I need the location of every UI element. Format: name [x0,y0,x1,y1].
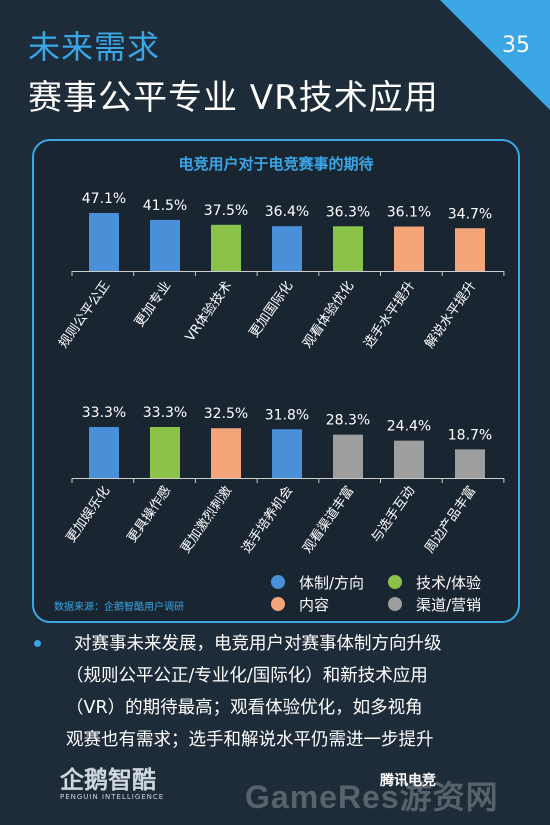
data-source: 数据来源：企鹅智酷用户调研 [54,602,184,613]
logo-subtext: PENGUIN INTELLIGENCE [60,793,165,801]
data-label: 31.8% [265,407,309,423]
data-label: 47.1% [82,191,126,207]
bar-观看体验优化 [333,226,363,271]
bar-更加激烈刺激 [211,428,241,478]
bar-更加专业 [150,219,180,271]
category-label: VR体验技术 [182,278,235,344]
legend-label: 渠道/营销 [416,595,482,614]
category-label: 更加专业 [132,279,174,330]
bar-更具操作感 [150,427,180,478]
page-title-line1: 未来需求 [28,28,161,66]
legend-label: 体制/方向 [299,573,365,592]
category-label: 观看体验优化 [299,278,357,351]
chart-legend: 体制/方向 技术/体验 内容 渠道/营销 [271,571,506,615]
bar-更加国际化 [272,226,302,271]
category-label: 与选手互动 [369,484,419,546]
summary-line: （VR）的期待最高；观看体验优化，如多视角 [66,698,423,718]
data-label: 28.3% [326,413,370,429]
logo-text: 企鹅智酷 [60,766,156,794]
category-label: 解说水平提升 [421,278,479,351]
bar-解说水平提升 [455,228,485,271]
legend-label: 技术/体验 [416,573,482,592]
data-label: 41.5% [143,198,187,214]
category-label: 更加国际化 [247,279,297,341]
bar-选手水平提升 [394,226,424,271]
data-label: 24.4% [387,419,431,435]
legend-dot [388,597,402,611]
page-title-line2: 赛事公平专业 VR技术应用 [28,78,439,118]
summary-text: 对赛事未来发展，电竞用户对赛事体制方向升级 （规则公平公正/专业化/国际化）和新… [28,628,528,756]
tencent-esports-logo: 腾讯电竞 [380,773,436,789]
chart-title: 电竞用户对于电竞赛事的期待 [178,155,374,173]
bar-更加娱乐化 [89,427,119,478]
data-label: 36.4% [265,204,309,220]
category-label: 选手水平提升 [360,278,418,351]
data-label: 34.7% [448,206,492,222]
bar-与选手互动 [394,440,424,478]
category-label: 规则公平公正 [56,279,113,352]
category-label: 更加激烈刺激 [178,484,235,557]
summary-line: 观赛也有需求；选手和解说水平仍需进一步提升 [66,730,434,750]
data-label: 18.7% [448,427,492,443]
data-label: 37.5% [204,203,248,219]
chart-panel: 电竞用户对于电竞赛事的期待 47.1% 规则公平公正 41.5% 更加专业 37.5% V… [32,139,520,623]
legend-item-channel: 渠道/营销 [388,594,505,615]
summary-line: 对赛事未来发展，电竞用户对赛事体制方向升级 [74,634,442,654]
page-number: 35 [502,33,530,58]
category-label: 更加娱乐化 [64,484,114,546]
penguin-intelligence-logo: 企鹅智酷 PENGUIN INTELLIGENCE [60,760,164,801]
legend-item-content: 内容 [271,594,388,615]
category-label: 观看渠道丰富 [299,483,357,556]
summary-line: （规则公平公正/专业化/国际化）和新技术应用 [66,666,428,686]
legend-dot [271,597,285,611]
category-label: 选手培养机会 [238,483,296,556]
data-label: 36.1% [387,205,431,221]
bar-VR体验技术 [211,224,241,271]
legend-dot [388,575,402,589]
category-label: 周边产品丰富 [421,483,479,556]
legend-dot [271,575,285,589]
bar-选手培养机会 [272,429,302,478]
data-label: 32.5% [204,406,248,422]
data-label: 33.3% [82,405,126,421]
legend-item-tech: 技术/体验 [388,572,505,593]
page-corner-decoration [440,0,550,110]
category-label: 更具操作感 [124,483,174,545]
bar-观看渠道丰富 [333,434,363,478]
bullet-icon [34,640,41,647]
bar-规则公平公正 [89,213,119,271]
data-label: 33.3% [143,405,187,421]
data-label: 36.3% [326,204,370,220]
legend-label: 内容 [299,595,330,614]
legend-item-system: 体制/方向 [271,572,388,593]
bar-周边产品丰富 [455,449,485,478]
bar-chart: 47.1% 规则公平公正 41.5% 更加专业 37.5% VR体验技术 36.4% 更加国际… [56,191,505,557]
watermark: GameRes游资网 [245,779,499,815]
